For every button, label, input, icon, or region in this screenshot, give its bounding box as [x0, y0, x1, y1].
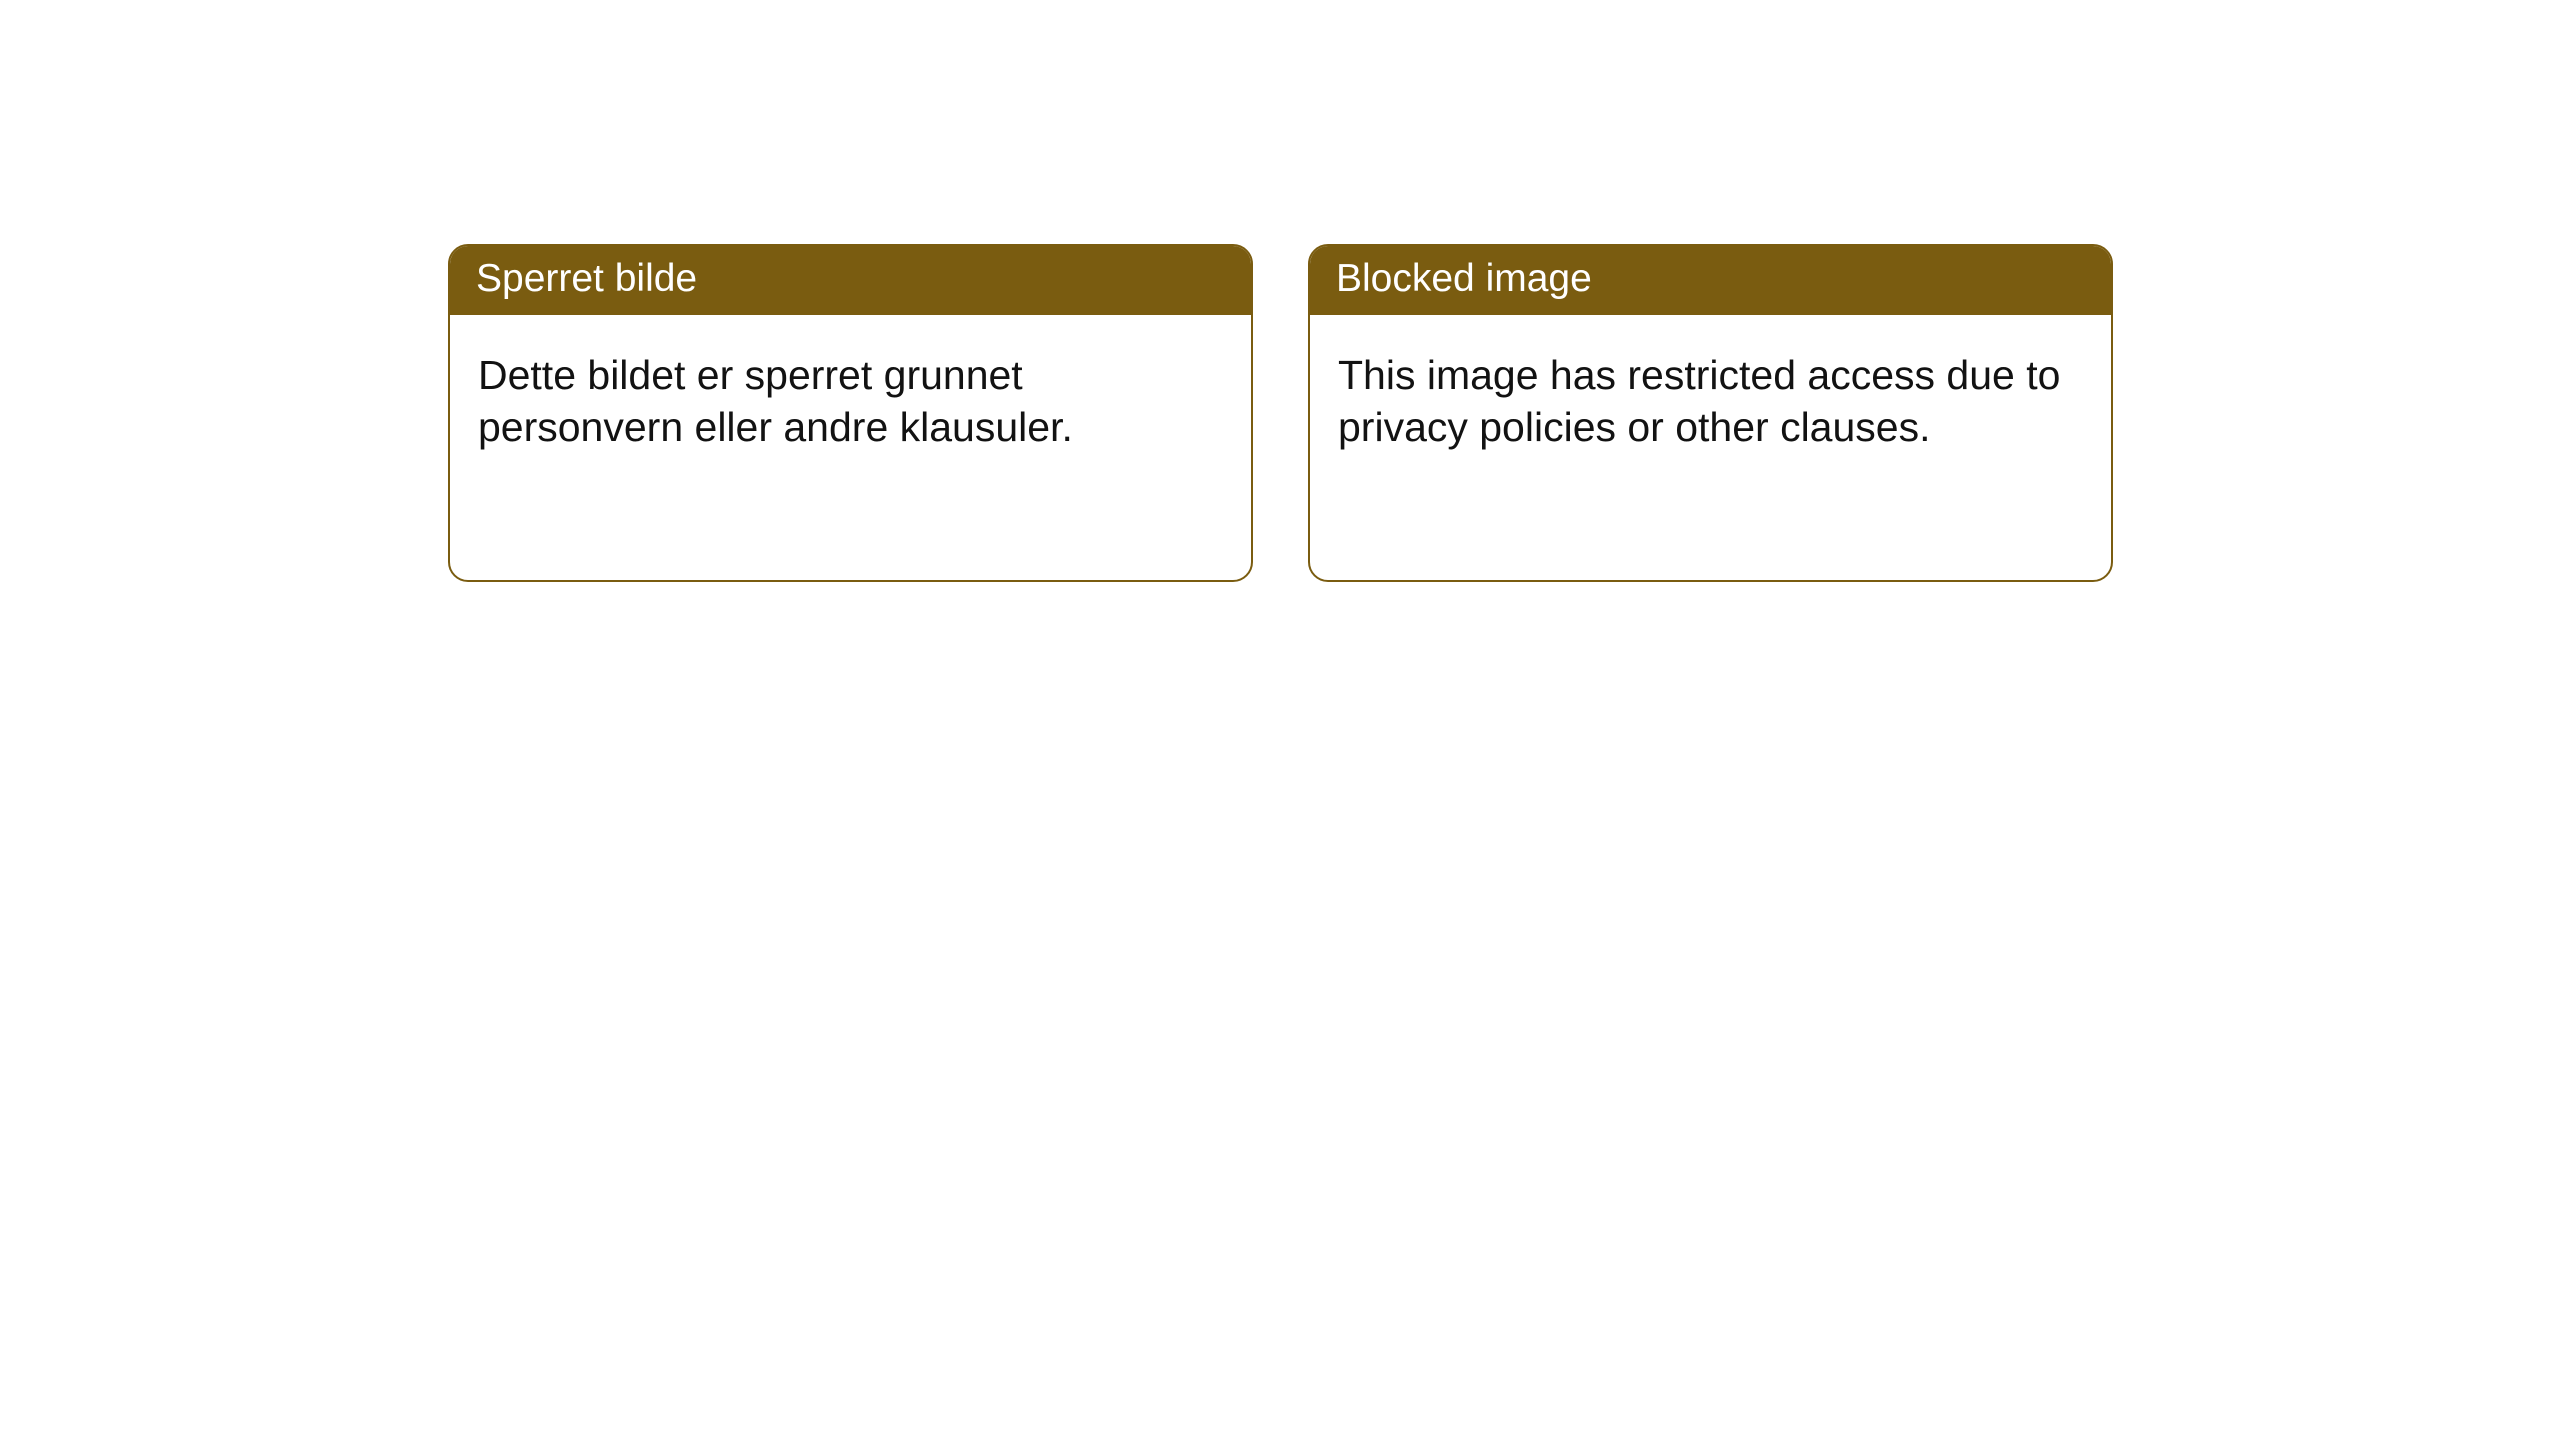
notice-card-body: This image has restricted access due to …	[1310, 315, 2111, 488]
notice-card-norwegian: Sperret bilde Dette bildet er sperret gr…	[448, 244, 1253, 582]
notice-cards-row: Sperret bilde Dette bildet er sperret gr…	[0, 0, 2560, 582]
notice-card-english: Blocked image This image has restricted …	[1308, 244, 2113, 582]
notice-card-title: Sperret bilde	[450, 246, 1251, 315]
notice-card-body: Dette bildet er sperret grunnet personve…	[450, 315, 1251, 488]
notice-card-title: Blocked image	[1310, 246, 2111, 315]
